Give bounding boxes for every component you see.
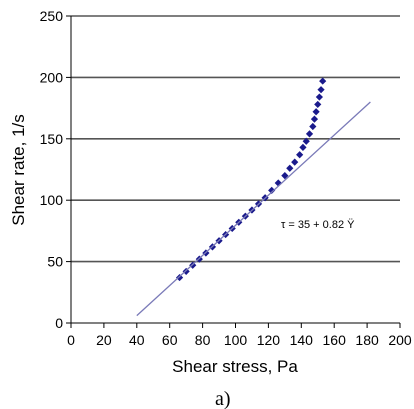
y-tick-label-150: 150 — [40, 131, 64, 147]
x-tick-label-140: 140 — [290, 332, 314, 348]
x-tick-label-60: 60 — [162, 332, 178, 348]
x-tick-label-160: 160 — [323, 332, 347, 348]
series-group — [136, 77, 371, 317]
data-point-21 — [302, 137, 310, 145]
panel-label: a) — [215, 388, 231, 409]
x-tick-label-120: 120 — [257, 332, 281, 348]
x-tick-label-200: 200 — [388, 332, 412, 348]
data-point-18 — [291, 158, 299, 166]
y-tick-labels: 0 50 100 150 200 250 — [40, 8, 64, 331]
data-point-24 — [310, 115, 319, 123]
data-point-16 — [281, 172, 289, 180]
fit-line — [136, 101, 371, 317]
x-tick-label-0: 0 — [67, 332, 75, 348]
data-point-19 — [296, 151, 304, 159]
x-tick-label-40: 40 — [129, 332, 145, 348]
x-tick-label-100: 100 — [224, 332, 248, 348]
data-point-27 — [315, 93, 323, 101]
x-tick-label-180: 180 — [355, 332, 379, 348]
x-tick-labels: 0 20 40 60 80 100 120 140 160 180 200 — [67, 332, 412, 348]
y-tick-label-250: 250 — [40, 8, 64, 24]
data-point-1 — [182, 267, 190, 276]
data-point-22 — [305, 130, 314, 138]
data-point-17 — [286, 164, 294, 172]
data-point-0 — [175, 273, 184, 282]
y-tick-label-100: 100 — [40, 192, 64, 208]
y-tick-label-200: 200 — [40, 69, 64, 85]
x-tick-label-20: 20 — [96, 332, 112, 348]
data-point-26 — [314, 100, 322, 109]
x-tick-label-80: 80 — [195, 332, 211, 348]
data-point-14 — [268, 186, 276, 194]
data-point-25 — [312, 108, 320, 116]
data-point-23 — [309, 122, 317, 131]
x-axis-title: Shear stress, Pa — [172, 357, 298, 376]
data-point-15 — [274, 179, 282, 187]
data-point-29 — [319, 77, 327, 85]
y-tick-label-50: 50 — [47, 254, 63, 270]
grid-lines — [71, 15, 400, 263]
equation-annotation: τ = 35 + 0.82 Ÿ — [281, 219, 355, 231]
y-axis-title: Shear rate, 1/s — [9, 114, 28, 226]
data-point-28 — [317, 86, 325, 94]
y-tick-label-0: 0 — [55, 315, 63, 331]
data-point-20 — [299, 143, 307, 151]
axes — [66, 15, 401, 328]
